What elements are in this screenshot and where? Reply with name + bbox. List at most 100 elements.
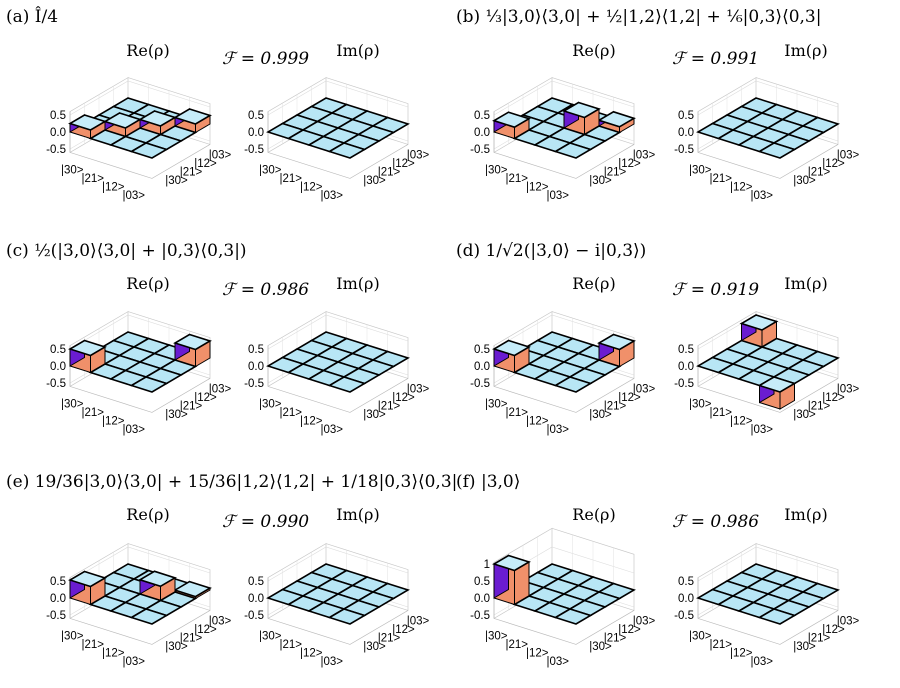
basis-label-row: |03> bbox=[123, 190, 146, 202]
matrix-bar bbox=[553, 608, 593, 625]
basis-label-row: |21> bbox=[280, 407, 303, 419]
wall-gridline bbox=[493, 314, 635, 350]
matrix-bar bbox=[492, 339, 531, 374]
re-label: Re(ρ) bbox=[572, 274, 615, 293]
basis-label-row: |30> bbox=[259, 631, 282, 643]
basis-label-row: |03> bbox=[751, 424, 774, 436]
im-label: Im(ρ) bbox=[336, 505, 379, 524]
wall-gridline bbox=[267, 546, 409, 582]
z-tick-label: -0.5 bbox=[674, 144, 694, 156]
matrix-bar bbox=[103, 112, 142, 138]
bar-top-face bbox=[129, 608, 169, 625]
z-tick-label: 0.0 bbox=[248, 593, 264, 605]
bar-top-face bbox=[553, 376, 593, 393]
z-tick-label: 0.5 bbox=[50, 110, 66, 122]
basis-label-row: |12> bbox=[102, 416, 125, 428]
z-tick-label: 0.5 bbox=[678, 110, 694, 122]
z-tick-label: -0.5 bbox=[470, 610, 490, 622]
basis-label-col: |21> bbox=[378, 401, 401, 413]
z-tick-label: 1 bbox=[484, 559, 490, 571]
z-tick-label: -0.5 bbox=[244, 610, 264, 622]
im-label: Im(ρ) bbox=[336, 41, 379, 60]
basis-label-row: |03> bbox=[123, 424, 146, 436]
panel-title: (a) Î/4 bbox=[6, 6, 58, 27]
matrix-bar bbox=[173, 580, 212, 600]
basis-label-col: |12> bbox=[194, 392, 217, 404]
bar-top-face bbox=[739, 314, 779, 331]
basis-label-col: |12> bbox=[194, 624, 217, 636]
z-tick-label: -0.5 bbox=[674, 378, 694, 390]
matrix-bar bbox=[129, 608, 169, 625]
basis-label-row: |03> bbox=[123, 656, 146, 668]
im-label: Im(ρ) bbox=[336, 274, 379, 293]
panel-title: (b) ⅓|3,0⟩⟨3,0| + ½|1,2⟩⟨1,2| + ⅙|0,3⟩⟨0… bbox=[456, 7, 821, 27]
basis-label-row: |12> bbox=[102, 182, 125, 194]
basis-label-col: |12> bbox=[822, 158, 845, 170]
basis-label-row: |21> bbox=[280, 639, 303, 651]
z-tick-label: 0.0 bbox=[50, 127, 66, 139]
z-tick-label: 0.0 bbox=[474, 127, 490, 139]
basis-label-row: |30> bbox=[689, 399, 712, 411]
basis-label-row: |21> bbox=[506, 639, 529, 651]
re-label: Re(ρ) bbox=[126, 41, 169, 60]
basis-label-row: |12> bbox=[526, 648, 549, 660]
wall-gridline bbox=[697, 80, 839, 116]
basis-label-col: |21> bbox=[808, 633, 831, 645]
basis-label-col: |03> bbox=[633, 150, 656, 162]
basis-label-row: |03> bbox=[547, 190, 570, 202]
basis-label-col: |03> bbox=[837, 616, 860, 628]
panel-f: (f) |3,0⟩ ℱ = 0.986 Re(ρ) Im(ρ) 1 0.5 0.0 -0.5 |… bbox=[456, 472, 860, 668]
fidelity-label: ℱ = 0.999 bbox=[222, 49, 309, 69]
matrix-bar bbox=[129, 142, 169, 159]
z-tick-label: -0.5 bbox=[244, 378, 264, 390]
bar-top-face bbox=[327, 142, 367, 159]
basis-label-col: |03> bbox=[633, 616, 656, 628]
z-tick-label: 0.0 bbox=[678, 127, 694, 139]
basis-label-row: |21> bbox=[506, 407, 529, 419]
im-matrix-plot: 0.50.0-0.5|30>|21>|12>|03>|03>|12>|21>|3… bbox=[244, 310, 430, 436]
bar-top-face bbox=[68, 114, 107, 131]
basis-label-row: |30> bbox=[61, 399, 84, 411]
bar-top-face bbox=[327, 608, 367, 625]
basis-label-col: |30> bbox=[793, 641, 816, 653]
basis-label-row: |30> bbox=[689, 165, 712, 177]
matrix-bar bbox=[597, 110, 636, 134]
im-label: Im(ρ) bbox=[784, 274, 827, 293]
panel-d: (d) 1/√2(|3,0⟩ − i|0,3⟩) ℱ = 0.919 Re(ρ) Im… bbox=[456, 241, 860, 436]
fidelity-label: ℱ = 0.990 bbox=[222, 512, 309, 532]
bar-top-face bbox=[173, 580, 212, 598]
re-matrix-plot: 10.50.0-0.5|30>|21>|12>|03>|03>|12>|21>|… bbox=[470, 527, 656, 668]
panel-title: (d) 1/√2(|3,0⟩ − i|0,3⟩) bbox=[456, 241, 646, 261]
basis-label-row: |12> bbox=[300, 182, 323, 194]
z-tick-label: -0.5 bbox=[470, 144, 490, 156]
basis-label-row: |21> bbox=[710, 173, 733, 185]
z-tick-label: -0.5 bbox=[674, 610, 694, 622]
matrix-bar bbox=[597, 333, 636, 368]
basis-label-row: |30> bbox=[485, 399, 508, 411]
wall-gridline bbox=[697, 546, 839, 582]
basis-label-row: |21> bbox=[710, 639, 733, 651]
basis-label-row: |12> bbox=[102, 648, 125, 660]
basis-label-row: |30> bbox=[61, 631, 84, 643]
z-tick-label: 0.0 bbox=[50, 593, 66, 605]
bar-top-face bbox=[173, 333, 212, 351]
basis-label-row: |30> bbox=[485, 631, 508, 643]
basis-label-col: |21> bbox=[808, 401, 831, 413]
matrix-bar bbox=[327, 142, 367, 159]
z-tick-label: -0.5 bbox=[46, 610, 66, 622]
basis-label-col: |12> bbox=[618, 392, 641, 404]
matrix-bar bbox=[327, 376, 367, 393]
wall-gridline bbox=[69, 80, 211, 116]
panel-title: (e) 19/36|3,0⟩⟨3,0| + 15/36|1,2⟩⟨1,2| + … bbox=[6, 472, 457, 492]
basis-label-col: |30> bbox=[793, 175, 816, 187]
z-tick-label: 0.5 bbox=[474, 344, 490, 356]
panel-title: (f) |3,0⟩ bbox=[456, 472, 520, 492]
basis-label-col: |21> bbox=[808, 167, 831, 179]
matrix-bar bbox=[739, 314, 779, 348]
panel-b: (b) ⅓|3,0⟩⟨3,0| + ½|1,2⟩⟨1,2| + ⅙|0,3⟩⟨0… bbox=[456, 7, 860, 202]
basis-label-col: |30> bbox=[165, 175, 188, 187]
matrix-bar bbox=[492, 554, 531, 606]
basis-label-col: |21> bbox=[180, 401, 203, 413]
bar-top-face bbox=[68, 570, 107, 588]
